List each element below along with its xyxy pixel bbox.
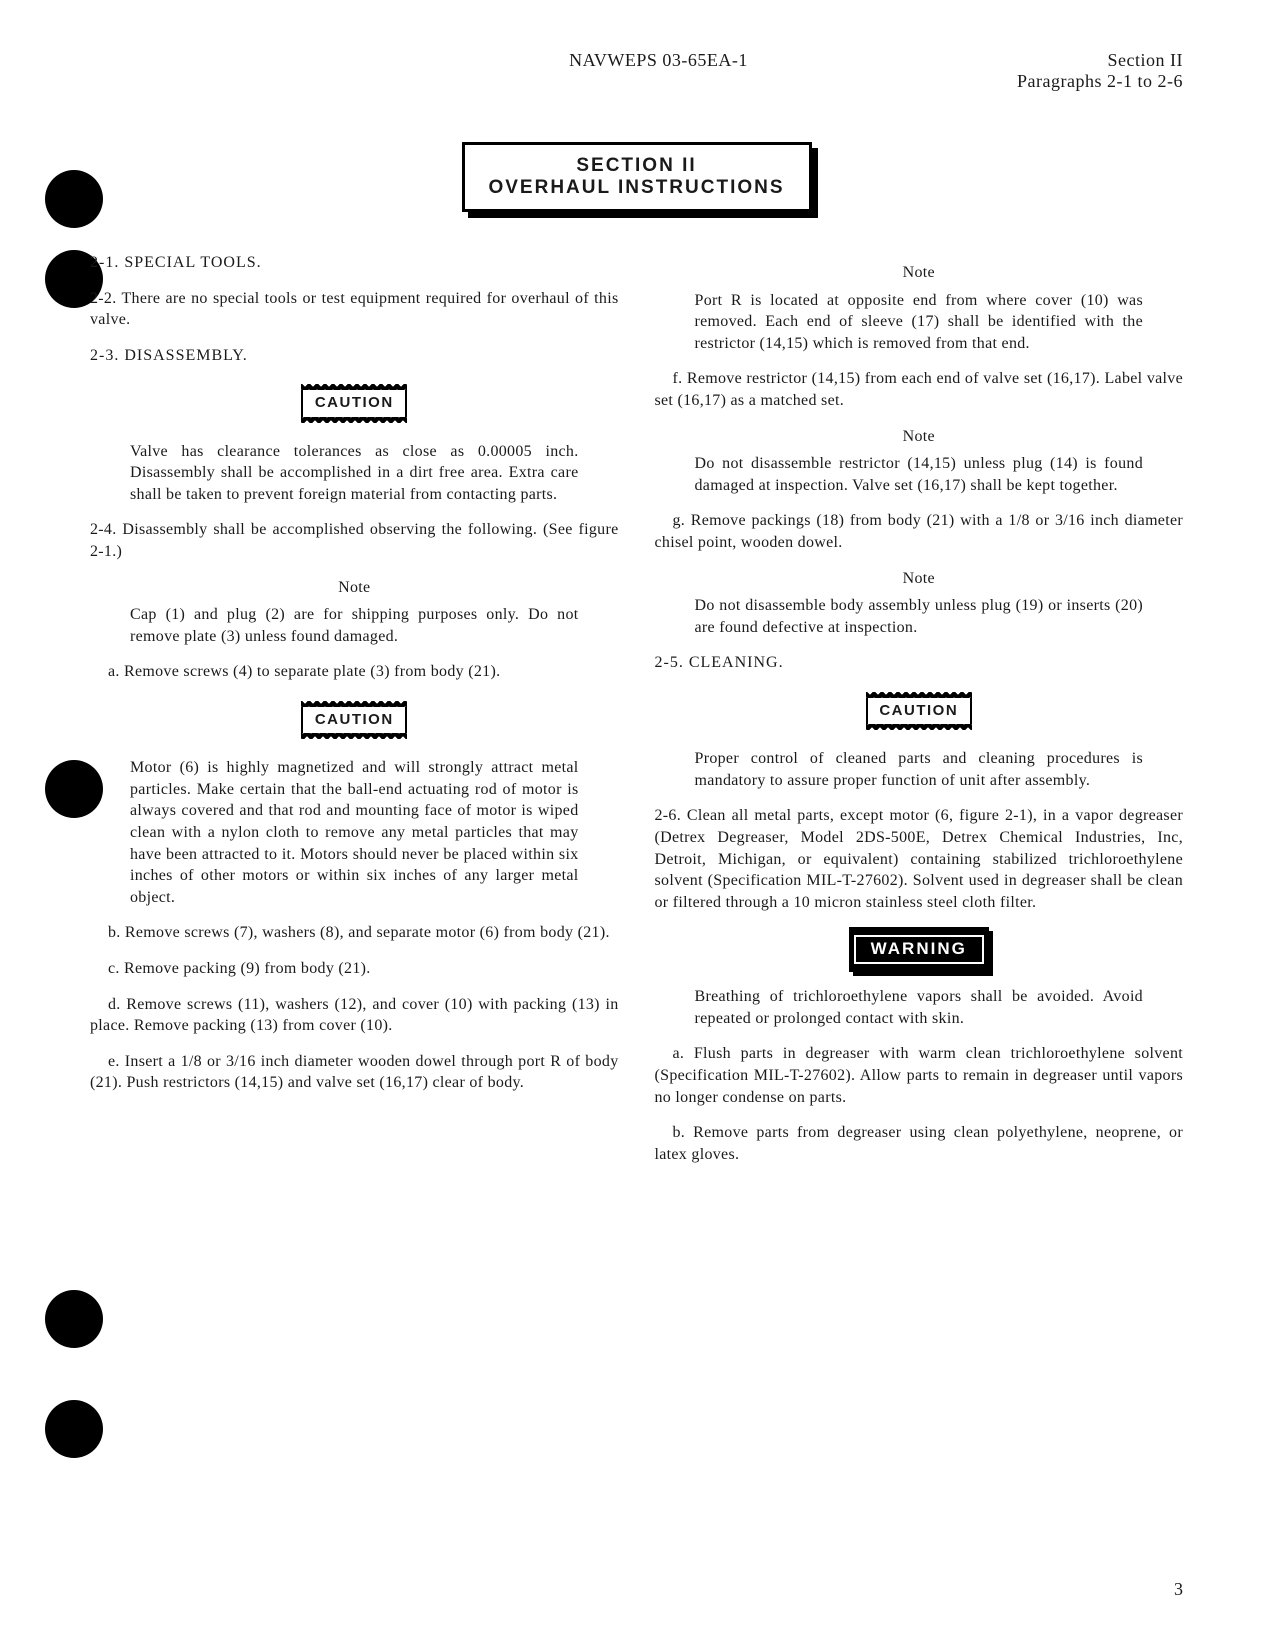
warning-box: WARNING <box>849 927 989 972</box>
para-c: c. Remove packing (9) from body (21). <box>90 958 619 980</box>
heading-2-1: 2-1. SPECIAL TOOLS. <box>90 252 619 274</box>
note-label: Note <box>655 426 1184 448</box>
caution-badge: CAUTION <box>864 688 974 734</box>
para-2-4: 2-4. Disassembly shall be accomplished o… <box>90 519 619 562</box>
page: NAVWEPS 03-65EA-1 Section II Paragraphs … <box>0 0 1273 1640</box>
zigzag-border-icon <box>301 733 407 739</box>
caution-label: CAUTION <box>301 707 407 733</box>
header-right: Section II Paragraphs 2-1 to 2-6 <box>1017 50 1183 92</box>
note-label: Note <box>655 568 1184 590</box>
caution-badge: CAUTION <box>299 697 409 743</box>
two-column-body: 2-1. SPECIAL TOOLS. 2-2. There are no sp… <box>90 252 1183 1179</box>
title-line-1: SECTION II <box>485 155 789 177</box>
caution-badge: CAUTION <box>299 380 409 426</box>
caution-label: CAUTION <box>301 390 407 416</box>
caution-text-3: Proper control of cleaned parts and clea… <box>655 748 1184 805</box>
caution-label: CAUTION <box>866 698 972 724</box>
header-section: Section II <box>1017 50 1183 71</box>
note-text-r2: Do not disassemble restrictor (14,15) un… <box>655 453 1184 510</box>
warning-text: Breathing of trichloroethylene vapors sh… <box>655 986 1184 1043</box>
left-column: 2-1. SPECIAL TOOLS. 2-2. There are no sp… <box>90 252 619 1179</box>
note-text-r3: Do not disassemble body assembly unless … <box>655 595 1184 652</box>
note-label: Note <box>655 262 1184 284</box>
caution-text-1: Valve has clearance tolerances as close … <box>90 441 619 520</box>
zigzag-border-icon <box>866 724 972 730</box>
section-title-block: SECTION II OVERHAUL INSTRUCTIONS <box>462 142 812 212</box>
title-line-2: OVERHAUL INSTRUCTIONS <box>485 177 789 199</box>
para-2-2: 2-2. There are no special tools or test … <box>90 288 619 331</box>
header-para-range: Paragraphs 2-1 to 2-6 <box>1017 71 1183 92</box>
warning-badge: WARNING <box>849 927 989 972</box>
title-box: SECTION II OVERHAUL INSTRUCTIONS <box>462 142 812 212</box>
note-text-r1: Port R is located at opposite end from w… <box>655 290 1184 369</box>
heading-2-3: 2-3. DISASSEMBLY. <box>90 345 619 367</box>
para-ra: a. Flush parts in degreaser with warm cl… <box>655 1043 1184 1108</box>
para-f: f. Remove restrictor (14,15) from each e… <box>655 368 1184 411</box>
para-e: e. Insert a 1/8 or 3/16 inch diameter wo… <box>90 1051 619 1094</box>
para-b: b. Remove screws (7), washers (8), and s… <box>90 922 619 944</box>
page-number: 3 <box>1174 1579 1183 1600</box>
right-column: Note Port R is located at opposite end f… <box>655 252 1184 1179</box>
para-d: d. Remove screws (11), washers (12), and… <box>90 994 619 1037</box>
caution-text-2: Motor (6) is highly magnetized and will … <box>90 757 619 922</box>
heading-2-5: 2-5. CLEANING. <box>655 652 1184 674</box>
para-rb: b. Remove parts from degreaser using cle… <box>655 1122 1184 1165</box>
warning-label: WARNING <box>854 935 984 964</box>
para-g: g. Remove packings (18) from body (21) w… <box>655 510 1184 553</box>
zigzag-border-icon <box>301 417 407 423</box>
para-2-6: 2-6. Clean all metal parts, except motor… <box>655 805 1184 913</box>
header-doc-id: NAVWEPS 03-65EA-1 <box>90 50 1017 92</box>
page-header: NAVWEPS 03-65EA-1 Section II Paragraphs … <box>90 50 1183 92</box>
note-label: Note <box>90 577 619 599</box>
note-text-1: Cap (1) and plug (2) are for shipping pu… <box>90 604 619 661</box>
para-a: a. Remove screws (4) to separate plate (… <box>90 661 619 683</box>
